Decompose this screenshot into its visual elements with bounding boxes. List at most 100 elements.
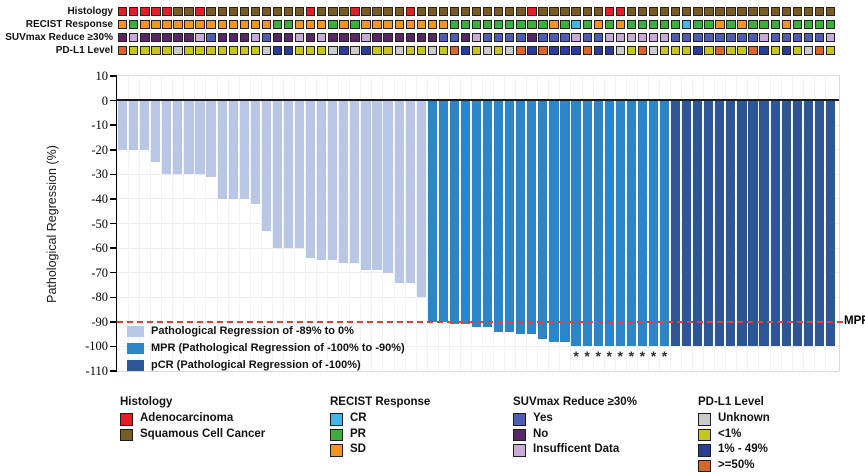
histology-square xyxy=(803,7,814,17)
asterisk-marker: * xyxy=(650,348,657,364)
gridline-v xyxy=(271,75,273,371)
histology-square xyxy=(217,7,227,17)
gridline-v xyxy=(249,75,251,371)
recist-square xyxy=(184,20,194,30)
histology-square xyxy=(162,7,172,17)
recist-square xyxy=(615,20,626,30)
regression-bar xyxy=(626,100,636,347)
pdl1-square xyxy=(626,46,637,56)
y-axis-tick xyxy=(110,370,116,372)
recist-square xyxy=(405,20,415,30)
asterisk-marker: * xyxy=(584,348,590,364)
histology-square xyxy=(593,7,603,17)
regression-bar xyxy=(162,100,172,175)
histology-square xyxy=(372,7,382,17)
recist-square xyxy=(482,20,493,30)
histology-square xyxy=(571,7,581,17)
suvmax-square xyxy=(250,33,261,43)
gridline-v xyxy=(448,75,450,371)
regression-bar xyxy=(438,100,448,322)
suvmax-square xyxy=(394,33,404,43)
regression-bar xyxy=(659,100,670,347)
pdl1-square xyxy=(781,46,791,56)
suvmax-square xyxy=(792,33,803,43)
regression-bar xyxy=(814,100,824,347)
recist-square xyxy=(693,20,703,30)
histology-square xyxy=(239,7,250,17)
recist-square xyxy=(593,20,603,30)
suvmax-square xyxy=(195,33,205,43)
recist-square xyxy=(505,20,515,30)
regression-bar xyxy=(549,100,559,342)
regression-bar xyxy=(637,100,647,347)
y-tick-label: -90 xyxy=(91,314,108,329)
suvmax-square xyxy=(173,33,183,43)
suvmax-square xyxy=(593,33,603,43)
bottom-legend-label: SD xyxy=(350,443,366,456)
gridline-v xyxy=(681,75,683,371)
y-tick-label: -20 xyxy=(91,142,108,157)
y-axis-tick xyxy=(110,198,116,200)
regression-bar xyxy=(471,100,482,327)
regression-bar xyxy=(239,100,249,199)
mpr-reference-line xyxy=(117,320,843,323)
histology-square xyxy=(184,7,194,17)
bottom-legend-swatch xyxy=(698,444,711,457)
bottom-legend-swatch xyxy=(513,428,526,442)
pdl1-square xyxy=(118,46,128,56)
plot-frame-right xyxy=(839,75,840,371)
histology-square xyxy=(759,7,769,17)
y-axis-tick xyxy=(110,321,116,323)
gridline-v xyxy=(515,75,517,371)
suvmax-square xyxy=(306,33,316,43)
regression-bar xyxy=(615,100,625,347)
gridline-v xyxy=(393,75,395,371)
histology-square xyxy=(471,7,482,17)
suvmax-square xyxy=(294,33,305,43)
regression-bar xyxy=(317,100,327,261)
recist-square xyxy=(372,20,382,30)
gridline-v xyxy=(625,75,627,371)
recist-square xyxy=(549,20,559,30)
suvmax-square xyxy=(383,33,393,43)
pdl1-square xyxy=(416,46,426,56)
regression-bar xyxy=(693,100,703,347)
suvmax-square xyxy=(770,33,780,43)
suvmax-square xyxy=(715,33,725,43)
suvmax-square xyxy=(560,33,570,43)
suvmax-square xyxy=(648,33,659,43)
bottom-legend-title: SUVmax Reduce ≥30% xyxy=(513,396,637,408)
histology-square xyxy=(648,7,659,17)
gridline-v xyxy=(736,75,738,371)
recist-square xyxy=(140,20,150,30)
recist-square xyxy=(306,20,316,30)
regression-bar xyxy=(339,100,349,263)
pdl1-square xyxy=(184,46,194,56)
regression-bar xyxy=(140,100,150,150)
gridline-v xyxy=(603,75,605,371)
recist-square xyxy=(118,20,128,30)
pdl1-square xyxy=(471,46,482,56)
plot-area: 10 0 -10 -20 -30 -40 -50 -60 -70 -80 -90 -100 -110 * *… xyxy=(85,69,843,378)
asterisk-marker: * xyxy=(639,348,646,364)
recist-square xyxy=(195,20,205,30)
bottom-legend-title: PD-L1 Level xyxy=(698,396,764,408)
pdl1-square xyxy=(228,46,238,56)
recist-square xyxy=(682,20,692,30)
pdl1-square xyxy=(648,46,659,56)
suvmax-square xyxy=(538,33,548,43)
pdl1-square xyxy=(737,46,747,56)
recist-square xyxy=(427,20,438,30)
gridline-v xyxy=(614,75,616,371)
histology-square xyxy=(737,7,747,17)
pdl1-square xyxy=(427,46,438,56)
gridline-v xyxy=(316,75,318,371)
regression-bar xyxy=(715,100,725,347)
gridline-v xyxy=(139,75,141,371)
suvmax-square xyxy=(494,33,504,43)
y-tick-label: -50 xyxy=(91,216,108,231)
regression-bar xyxy=(405,100,415,283)
recist-square xyxy=(626,20,637,30)
y-axis-tick xyxy=(110,99,116,102)
suvmax-square xyxy=(151,33,161,43)
